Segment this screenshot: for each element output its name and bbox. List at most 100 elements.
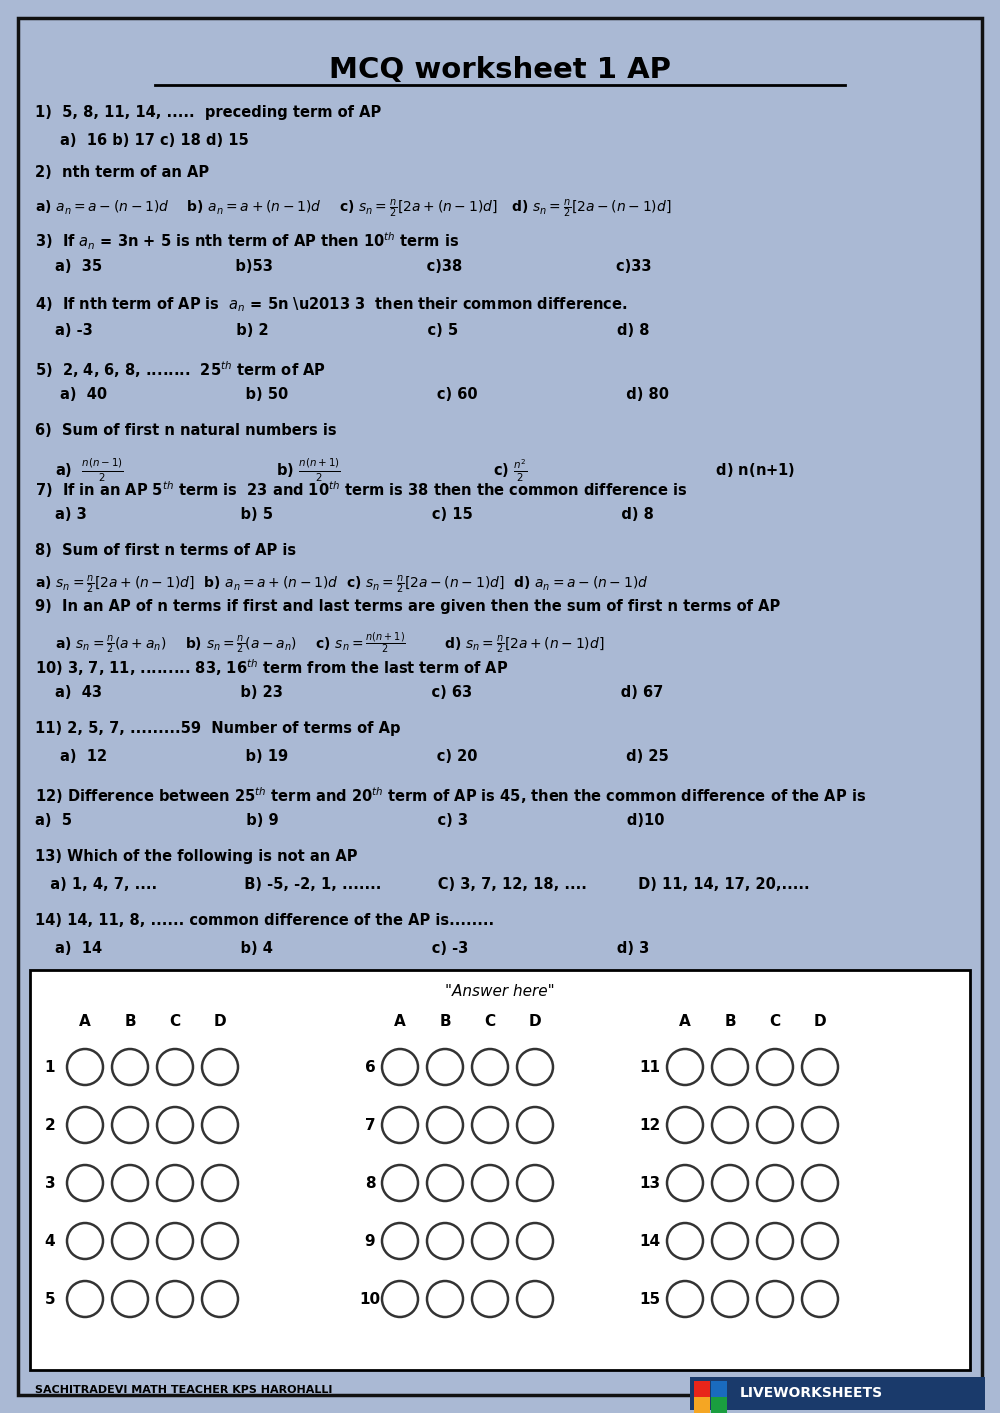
Text: 7: 7: [365, 1118, 375, 1132]
Circle shape: [202, 1224, 238, 1259]
Text: a)  43                           b) 23                             c) 63        : a) 43 b) 23 c) 63: [55, 685, 663, 699]
Text: 9: 9: [365, 1234, 375, 1249]
Text: 5: 5: [45, 1291, 55, 1307]
Circle shape: [382, 1224, 418, 1259]
Text: 1: 1: [45, 1060, 55, 1074]
Circle shape: [517, 1106, 553, 1143]
Circle shape: [472, 1048, 508, 1085]
Text: LIVEWORKSHEETS: LIVEWORKSHEETS: [740, 1386, 883, 1400]
Text: C: C: [169, 1015, 181, 1030]
Circle shape: [802, 1164, 838, 1201]
Circle shape: [472, 1282, 508, 1317]
Circle shape: [157, 1164, 193, 1201]
Text: 9)  In an AP of n terms if first and last terms are given then the sum of first : 9) In an AP of n terms if first and last…: [35, 599, 780, 615]
Circle shape: [427, 1164, 463, 1201]
Text: 13: 13: [639, 1176, 661, 1191]
Text: 15) Sum of first 20 natural numbers is: 15) Sum of first 20 natural numbers is: [35, 976, 352, 992]
Circle shape: [202, 1048, 238, 1085]
Circle shape: [712, 1164, 748, 1201]
Circle shape: [382, 1282, 418, 1317]
Text: B: B: [724, 1015, 736, 1030]
Text: D: D: [814, 1015, 826, 1030]
Circle shape: [112, 1106, 148, 1143]
Text: 1)  5, 8, 11, 14, .....  preceding term of AP: 1) 5, 8, 11, 14, ..... preceding term of…: [35, 105, 381, 120]
Text: 8: 8: [365, 1176, 375, 1191]
Circle shape: [157, 1224, 193, 1259]
Text: a) $a_n = a-(n-1)d$    b) $a_n = a+(n-1)d$    c) $s_n = \frac{n}{2}[2a+(n-1)d]$ : a) $a_n = a-(n-1)d$ b) $a_n = a+(n-1)d$ …: [35, 196, 671, 219]
Text: a)  400                              b) 200                            c) 210   : a) 400 b) 200 c) 210: [35, 1005, 690, 1020]
Circle shape: [517, 1048, 553, 1085]
Circle shape: [427, 1282, 463, 1317]
Text: 4)  If nth term of AP is  $a_n$ = 5n \u2013 3  then their common difference.: 4) If nth term of AP is $a_n$ = 5n \u201…: [35, 295, 627, 314]
Circle shape: [757, 1106, 793, 1143]
Circle shape: [67, 1282, 103, 1317]
Text: 2: 2: [45, 1118, 55, 1132]
Text: 15: 15: [639, 1291, 661, 1307]
Circle shape: [382, 1106, 418, 1143]
Text: MCQ worksheet 1 AP: MCQ worksheet 1 AP: [329, 57, 671, 83]
Text: a) -3                            b) 2                               c) 5        : a) -3 b) 2 c) 5: [55, 324, 650, 338]
Text: 8)  Sum of first n terms of AP is: 8) Sum of first n terms of AP is: [35, 543, 296, 558]
Circle shape: [757, 1048, 793, 1085]
Text: 11: 11: [640, 1060, 660, 1074]
Text: 10) 3, 7, 11, ......... 83, 16$^{th}$ term from the last term of AP: 10) 3, 7, 11, ......... 83, 16$^{th}$ te…: [35, 657, 508, 678]
Circle shape: [757, 1224, 793, 1259]
Text: C: C: [484, 1015, 496, 1030]
Text: 3: 3: [45, 1176, 55, 1191]
Circle shape: [757, 1164, 793, 1201]
Text: 10: 10: [359, 1291, 381, 1307]
Text: A: A: [394, 1015, 406, 1030]
Text: SACHITRADEVI MATH TEACHER KPS HAROHALLI: SACHITRADEVI MATH TEACHER KPS HAROHALLI: [35, 1385, 332, 1395]
Circle shape: [802, 1282, 838, 1317]
Text: A: A: [79, 1015, 91, 1030]
Text: a)  12                           b) 19                             c) 20        : a) 12 b) 19 c) 20: [60, 749, 669, 764]
Circle shape: [112, 1048, 148, 1085]
Circle shape: [67, 1164, 103, 1201]
Circle shape: [712, 1048, 748, 1085]
Bar: [30, 969, 970, 1371]
Circle shape: [757, 1282, 793, 1317]
Text: a)  35                          b)53                              c)38          : a) 35 b)53 c)38: [55, 259, 652, 274]
Circle shape: [802, 1048, 838, 1085]
Circle shape: [517, 1164, 553, 1201]
Circle shape: [712, 1282, 748, 1317]
Circle shape: [667, 1164, 703, 1201]
Text: a)  $\frac{n(n-1)}{2}$                              b) $\frac{n(n+1)}{2}$       : a) $\frac{n(n-1)}{2}$ b) $\frac{n(n+1)}{…: [55, 456, 795, 485]
Text: 3)  If $a_n$ = 3n + 5 is nth term of AP then 10$^{th}$ term is: 3) If $a_n$ = 3n + 5 is nth term of AP t…: [35, 230, 459, 253]
Circle shape: [112, 1164, 148, 1201]
Text: 12: 12: [639, 1118, 661, 1132]
Circle shape: [472, 1106, 508, 1143]
Circle shape: [67, 1048, 103, 1085]
Text: "Answer here": "Answer here": [445, 985, 555, 999]
Text: B: B: [124, 1015, 136, 1030]
Text: a) 3                              b) 5                               c) 15      : a) 3 b) 5 c) 15: [55, 507, 654, 521]
Circle shape: [157, 1282, 193, 1317]
Text: B: B: [439, 1015, 451, 1030]
Bar: [690, 1378, 985, 1410]
Circle shape: [667, 1282, 703, 1317]
Bar: [694, 1397, 710, 1413]
Text: 6)  Sum of first n natural numbers is: 6) Sum of first n natural numbers is: [35, 422, 337, 438]
Text: 14) 14, 11, 8, ...... common difference of the AP is........: 14) 14, 11, 8, ...... common difference …: [35, 913, 494, 928]
Circle shape: [667, 1048, 703, 1085]
Circle shape: [202, 1164, 238, 1201]
Circle shape: [427, 1106, 463, 1143]
Circle shape: [157, 1048, 193, 1085]
Circle shape: [112, 1224, 148, 1259]
Text: a) $s_n = \frac{n}{2}[2a+(n-1)d]$  b) $a_n = a+(n-1)d$  c) $s_n = \frac{n}{2}[2a: a) $s_n = \frac{n}{2}[2a+(n-1)d]$ b) $a_…: [35, 574, 648, 595]
Circle shape: [667, 1224, 703, 1259]
Text: 7)  If in an AP 5$^{th}$ term is  23 and 10$^{th}$ term is 38 then the common di: 7) If in an AP 5$^{th}$ term is 23 and 1…: [35, 479, 688, 500]
Text: a)  14                           b) 4                               c) -3       : a) 14 b) 4 c) -3: [55, 941, 649, 957]
Circle shape: [67, 1224, 103, 1259]
Text: 12) Difference between 25$^{th}$ term and 20$^{th}$ term of AP is 45, then the c: 12) Difference between 25$^{th}$ term an…: [35, 786, 866, 805]
Text: D: D: [214, 1015, 226, 1030]
Bar: [711, 1397, 727, 1413]
Circle shape: [802, 1106, 838, 1143]
Circle shape: [517, 1224, 553, 1259]
Circle shape: [472, 1224, 508, 1259]
Bar: [694, 1381, 710, 1397]
Circle shape: [382, 1164, 418, 1201]
Text: a) 1, 4, 7, ....                 B) -5, -2, 1, .......           C) 3, 7, 12, 18: a) 1, 4, 7, .... B) -5, -2, 1, ....... C…: [40, 877, 810, 892]
Text: 14: 14: [639, 1234, 661, 1249]
Text: C: C: [769, 1015, 781, 1030]
